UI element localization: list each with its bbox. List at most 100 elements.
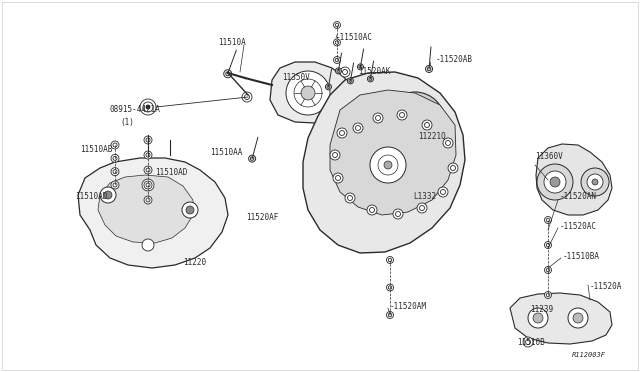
Circle shape: [407, 114, 423, 130]
Polygon shape: [303, 72, 465, 253]
Circle shape: [301, 86, 315, 100]
Circle shape: [111, 181, 119, 189]
Text: 11520AK: 11520AK: [358, 67, 390, 76]
Circle shape: [533, 313, 543, 323]
Circle shape: [438, 187, 448, 197]
Circle shape: [537, 164, 573, 200]
Circle shape: [523, 337, 533, 347]
Circle shape: [422, 120, 432, 130]
Circle shape: [357, 64, 364, 70]
Circle shape: [417, 203, 427, 213]
Circle shape: [370, 147, 406, 183]
Circle shape: [144, 136, 152, 144]
Circle shape: [550, 177, 560, 187]
Text: -11520AN: -11520AN: [560, 192, 597, 201]
Text: 11510AD: 11510AD: [75, 192, 108, 201]
Circle shape: [385, 92, 445, 152]
Circle shape: [393, 209, 403, 219]
Circle shape: [387, 257, 394, 263]
Circle shape: [111, 154, 119, 162]
Polygon shape: [510, 293, 612, 344]
Text: 11220: 11220: [183, 258, 206, 267]
Text: 11510A: 11510A: [218, 38, 246, 47]
Circle shape: [335, 68, 341, 74]
Circle shape: [528, 308, 548, 328]
Circle shape: [395, 102, 435, 142]
Circle shape: [111, 168, 119, 176]
Circle shape: [348, 78, 353, 84]
Polygon shape: [536, 144, 612, 215]
Text: 11360V: 11360V: [535, 152, 563, 161]
Circle shape: [182, 202, 198, 218]
Circle shape: [544, 171, 566, 193]
Circle shape: [111, 141, 119, 149]
Circle shape: [100, 187, 116, 203]
Circle shape: [340, 67, 350, 77]
Circle shape: [448, 163, 458, 173]
Text: 11510B: 11510B: [517, 338, 545, 347]
Circle shape: [186, 206, 194, 214]
Circle shape: [142, 239, 154, 251]
Circle shape: [104, 191, 112, 199]
Circle shape: [249, 155, 255, 162]
Circle shape: [353, 123, 363, 133]
Text: -11520AB: -11520AB: [436, 55, 473, 64]
Text: 11221Q: 11221Q: [418, 132, 445, 141]
Circle shape: [140, 99, 156, 115]
Text: -11520A: -11520A: [590, 282, 622, 291]
Circle shape: [568, 308, 588, 328]
Text: 11520AF: 11520AF: [246, 213, 278, 222]
Circle shape: [144, 151, 152, 159]
Circle shape: [337, 128, 347, 138]
Circle shape: [333, 57, 340, 64]
Text: -11510AC: -11510AC: [336, 33, 373, 42]
Text: -11510BA: -11510BA: [563, 252, 600, 261]
Polygon shape: [270, 62, 350, 123]
Circle shape: [330, 150, 340, 160]
Circle shape: [286, 71, 330, 115]
Text: (1): (1): [120, 118, 134, 127]
Text: -11520AC: -11520AC: [560, 222, 597, 231]
Circle shape: [384, 161, 392, 169]
Circle shape: [545, 217, 552, 224]
Polygon shape: [98, 175, 193, 243]
Circle shape: [144, 166, 152, 174]
Text: R112003F: R112003F: [572, 352, 606, 358]
Text: 11510AB: 11510AB: [80, 145, 113, 154]
Circle shape: [443, 138, 453, 148]
Circle shape: [426, 65, 433, 73]
Circle shape: [592, 179, 598, 185]
Circle shape: [144, 181, 152, 189]
Circle shape: [581, 168, 609, 196]
Circle shape: [373, 113, 383, 123]
Circle shape: [367, 205, 377, 215]
Circle shape: [144, 196, 152, 204]
Circle shape: [397, 110, 407, 120]
Text: 11239: 11239: [530, 305, 553, 314]
Text: 11510AA: 11510AA: [210, 148, 243, 157]
Polygon shape: [330, 90, 456, 215]
Text: -11520AM: -11520AM: [390, 302, 427, 311]
Circle shape: [367, 76, 373, 82]
Text: L1332: L1332: [413, 192, 436, 201]
Circle shape: [242, 92, 252, 102]
Circle shape: [333, 39, 340, 46]
Circle shape: [345, 193, 355, 203]
Circle shape: [333, 173, 343, 183]
Circle shape: [142, 179, 154, 191]
Circle shape: [545, 241, 552, 248]
Circle shape: [224, 70, 232, 78]
Text: 11350V: 11350V: [282, 73, 310, 82]
Circle shape: [545, 266, 552, 273]
Text: 11510AD: 11510AD: [155, 168, 188, 177]
Circle shape: [387, 311, 394, 318]
Circle shape: [573, 313, 583, 323]
Circle shape: [387, 284, 394, 291]
Circle shape: [333, 22, 340, 29]
Circle shape: [146, 105, 150, 109]
Circle shape: [545, 292, 552, 298]
Text: 08915-4421A: 08915-4421A: [110, 105, 161, 114]
Circle shape: [325, 84, 332, 90]
Circle shape: [587, 174, 603, 190]
Polygon shape: [78, 158, 228, 268]
